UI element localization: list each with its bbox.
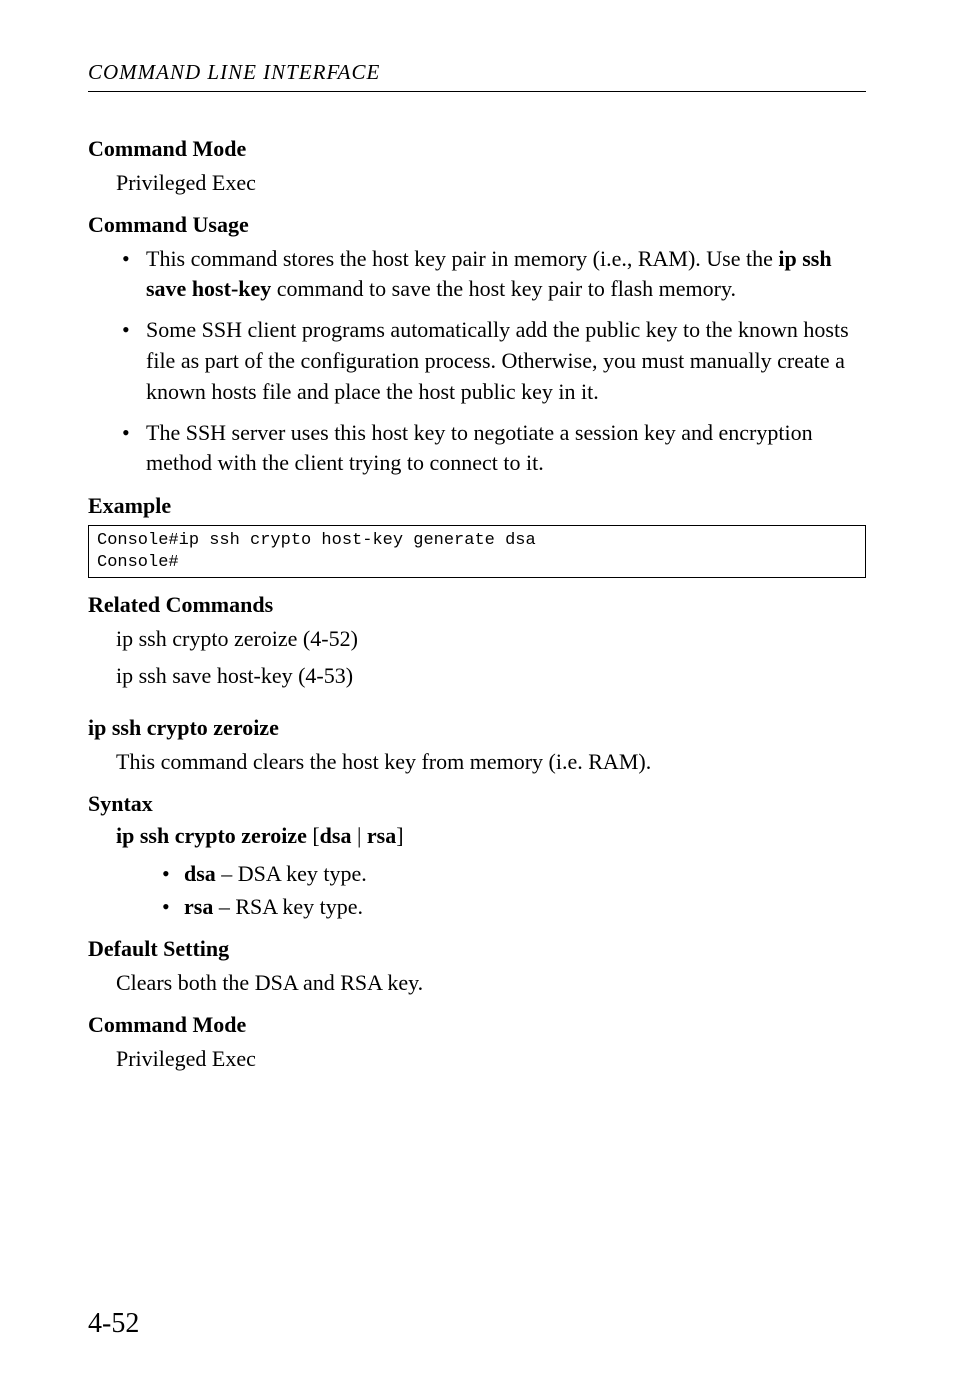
related-command-line: ip ssh crypto zeroize (4-52) (88, 624, 866, 654)
option-desc: – DSA key type. (216, 861, 367, 886)
command-mode-body: Privileged Exec (88, 168, 866, 198)
default-setting-body: Clears both the DSA and RSA key. (88, 968, 866, 998)
usage-bullet: Some SSH client programs automatically a… (116, 315, 866, 407)
heading-example: Example (88, 493, 866, 519)
usage-bullet: This command stores the host key pair in… (116, 244, 866, 306)
heading-command-mode: Command Mode (88, 136, 866, 162)
heading-command-mode-2: Command Mode (88, 1012, 866, 1038)
bullet-text: command to save the host key pair to fla… (271, 276, 736, 301)
usage-bullet: The SSH server uses this host key to neg… (116, 418, 866, 480)
syntax-option-list: dsa – DSA key type. rsa – RSA key type. (88, 859, 866, 923)
bullet-text: The SSH server uses this host key to neg… (146, 420, 813, 476)
bullet-text: This command stores the host key pair in… (146, 246, 778, 271)
syntax-cmd: ip ssh crypto zeroize (116, 823, 312, 848)
syntax-option: rsa (367, 823, 396, 848)
heading-default-setting: Default Setting (88, 936, 866, 962)
syntax-bracket: [ (312, 823, 319, 848)
usage-bullet-list: This command stores the host key pair in… (88, 244, 866, 480)
option-desc: – RSA key type. (213, 894, 363, 919)
heading-command-usage: Command Usage (88, 212, 866, 238)
option-name: rsa (184, 894, 213, 919)
syntax-option-item: dsa – DSA key type. (158, 859, 866, 890)
running-header: COMMAND LINE INTERFACE (88, 60, 866, 85)
code-example: Console#ip ssh crypto host-key generate … (88, 525, 866, 578)
header-rule (88, 91, 866, 92)
bullet-text: Some SSH client programs automatically a… (146, 317, 849, 404)
related-command-line: ip ssh save host-key (4-53) (88, 661, 866, 691)
syntax-option-item: rsa – RSA key type. (158, 892, 866, 923)
syntax-line: ip ssh crypto zeroize [dsa | rsa] (88, 823, 866, 849)
heading-related-commands: Related Commands (88, 592, 866, 618)
subcommand-description: This command clears the host key from me… (88, 747, 866, 777)
subcommand-heading: ip ssh crypto zeroize (88, 715, 866, 741)
syntax-pipe: | (351, 823, 366, 848)
syntax-option: dsa (320, 823, 352, 848)
heading-syntax: Syntax (88, 791, 866, 817)
option-name: dsa (184, 861, 216, 886)
command-mode-body-2: Privileged Exec (88, 1044, 866, 1074)
syntax-bracket: ] (396, 823, 403, 848)
page-number: 4-52 (88, 1308, 139, 1340)
